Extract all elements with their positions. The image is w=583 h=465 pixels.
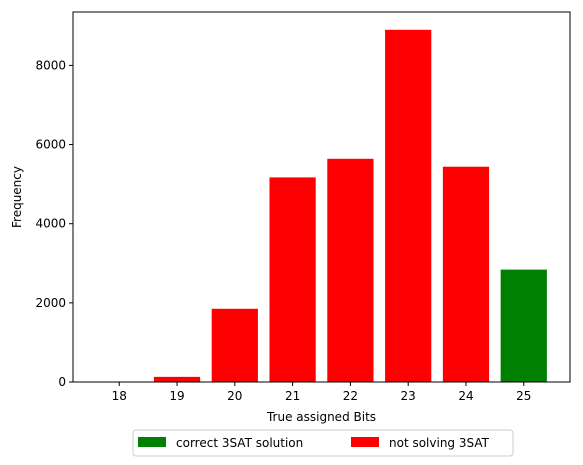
- y-tick-label-6000: 6000: [35, 138, 66, 152]
- y-tick-label-8000: 8000: [35, 58, 66, 72]
- legend-label-not-solving: not solving 3SAT: [389, 436, 490, 450]
- x-tick-label-18: 18: [112, 389, 127, 403]
- y-tick-label-4000: 4000: [35, 217, 66, 231]
- x-tick-label-23: 23: [401, 389, 416, 403]
- axes-group: 18 19 20 21 22 23 24 25 0 2000 4000 6000 8000: [35, 11, 571, 403]
- bar-not-solving-22: [327, 158, 374, 382]
- x-tick-label-19: 19: [169, 389, 184, 403]
- x-tick-label-24: 24: [458, 389, 473, 403]
- bars-group: [96, 29, 547, 382]
- legend-swatch-correct: [138, 437, 166, 447]
- legend: correct 3SAT solution not solving 3SAT: [132, 429, 514, 457]
- x-tick-label-20: 20: [227, 389, 242, 403]
- y-axis-label: Frequency: [10, 166, 24, 228]
- y-tick-label-0: 0: [58, 375, 66, 389]
- plot-frame: [72, 11, 571, 383]
- legend-swatch-not-solving: [351, 437, 379, 447]
- y-tick-label-2000: 2000: [35, 296, 66, 310]
- x-tick-label-21: 21: [285, 389, 300, 403]
- x-tick-label-22: 22: [343, 389, 358, 403]
- bar-not-solving-20: [211, 308, 258, 382]
- bar-not-solving-23: [385, 29, 432, 382]
- legend-label-correct: correct 3SAT solution: [176, 436, 303, 450]
- x-axis-label: True assigned Bits: [266, 410, 376, 424]
- x-tick-label-25: 25: [516, 389, 531, 403]
- bar-not-solving-24: [442, 166, 490, 382]
- bar-not-solving-19: [153, 376, 201, 382]
- bar-not-solving-21: [269, 177, 316, 382]
- legend-box: [132, 429, 514, 457]
- bar-correct-25: [500, 269, 547, 382]
